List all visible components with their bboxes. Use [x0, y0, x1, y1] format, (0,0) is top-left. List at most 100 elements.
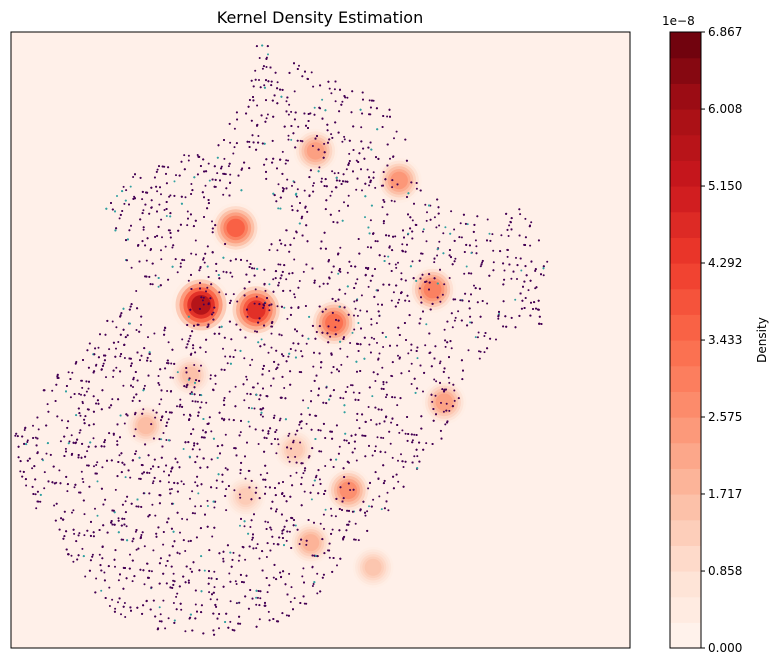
scatter-point	[203, 261, 206, 264]
scatter-point	[524, 244, 527, 246]
scatter-point	[334, 515, 337, 518]
scatter-point	[170, 470, 172, 473]
scatter-point	[470, 321, 473, 324]
scatter-point	[190, 273, 192, 276]
scatter-point	[285, 159, 288, 162]
scatter-point	[135, 329, 138, 331]
scatter-point	[377, 157, 380, 160]
scatter-point	[236, 300, 239, 303]
scatter-point	[221, 473, 224, 476]
scatter-point	[303, 490, 306, 493]
scatter-point	[415, 182, 418, 184]
scatter-point	[301, 355, 304, 358]
scatter-point	[328, 138, 331, 141]
scatter-point	[275, 510, 277, 513]
scatter-point	[401, 250, 404, 253]
scatter-point	[228, 418, 231, 421]
scatter-point	[324, 178, 327, 181]
scatter-point	[265, 556, 268, 558]
scatter-point	[278, 281, 280, 284]
scatter-point	[404, 299, 407, 302]
scatter-point	[118, 217, 121, 220]
scatter-point	[219, 179, 221, 182]
scatter-point	[88, 342, 91, 345]
scatter-point	[408, 314, 411, 317]
scatter-point	[258, 604, 261, 607]
scatter-point	[222, 256, 225, 259]
scatter-point	[323, 552, 326, 555]
scatter-point	[410, 343, 413, 346]
scatter-point	[203, 216, 205, 218]
scatter-point	[481, 300, 484, 302]
scatter-point	[411, 237, 414, 240]
scatter-point	[449, 340, 452, 343]
scatter-point	[473, 284, 475, 287]
scatter-point	[142, 209, 145, 212]
scatter-point	[273, 94, 276, 97]
scatter-point	[168, 411, 171, 414]
scatter-point	[519, 257, 522, 260]
scatter-point	[403, 322, 406, 324]
scatter-point	[215, 479, 218, 482]
scatter-point	[212, 318, 215, 321]
scatter-point	[448, 277, 451, 279]
scatter-point	[390, 421, 393, 424]
scatter-point	[214, 178, 217, 181]
scatter-point	[179, 265, 182, 268]
scatter-point	[492, 261, 495, 264]
scatter-point	[343, 138, 346, 141]
scatter-point	[222, 585, 225, 588]
scatter-point	[342, 467, 345, 470]
scatter-point	[206, 245, 209, 248]
scatter-point	[114, 210, 116, 213]
scatter-point	[176, 592, 179, 595]
scatter-point	[311, 145, 314, 147]
scatter-point	[156, 168, 159, 171]
scatter-point	[103, 441, 106, 444]
scatter-point	[396, 183, 399, 186]
scatter-point	[51, 389, 54, 392]
scatter-point	[229, 299, 232, 302]
scatter-point	[114, 488, 117, 491]
scatter-point	[186, 518, 189, 521]
scatter-point	[104, 498, 107, 501]
scatter-point	[128, 357, 131, 360]
scatter-point	[445, 402, 448, 405]
scatter-point	[278, 239, 281, 242]
scatter-point	[117, 517, 120, 520]
scatter-point	[268, 283, 271, 286]
scatter-point	[253, 513, 255, 516]
scatter-point	[36, 490, 39, 493]
scatter-point	[510, 217, 513, 220]
scatter-point	[343, 306, 346, 309]
scatter-point	[111, 598, 114, 601]
scatter-point	[97, 346, 100, 349]
scatter-point	[370, 323, 373, 326]
scatter-point	[216, 456, 219, 459]
scatter-point	[123, 422, 126, 425]
scatter-point	[149, 467, 152, 470]
scatter-point	[135, 450, 138, 453]
scatter-point	[172, 579, 175, 582]
scatter-point	[369, 219, 372, 222]
scatter-point	[189, 353, 192, 356]
scatter-point	[148, 275, 151, 278]
scatter-point	[86, 529, 89, 532]
scatter-point	[315, 331, 318, 333]
scatter-point	[125, 577, 128, 580]
scatter-point	[314, 137, 317, 140]
scatter-point	[401, 429, 404, 432]
scatter-point	[150, 186, 153, 189]
scatter-point	[115, 366, 118, 369]
scatter-point	[173, 180, 176, 183]
scatter-point	[36, 500, 39, 503]
scatter-point	[112, 341, 115, 344]
scatter-point	[23, 442, 26, 445]
scatter-point	[246, 378, 248, 381]
scatter-point	[210, 577, 213, 580]
scatter-point	[363, 357, 366, 360]
scatter-point	[178, 405, 181, 408]
scatter-point	[470, 252, 473, 254]
scatter-point	[159, 480, 162, 483]
scatter-point	[25, 484, 28, 487]
